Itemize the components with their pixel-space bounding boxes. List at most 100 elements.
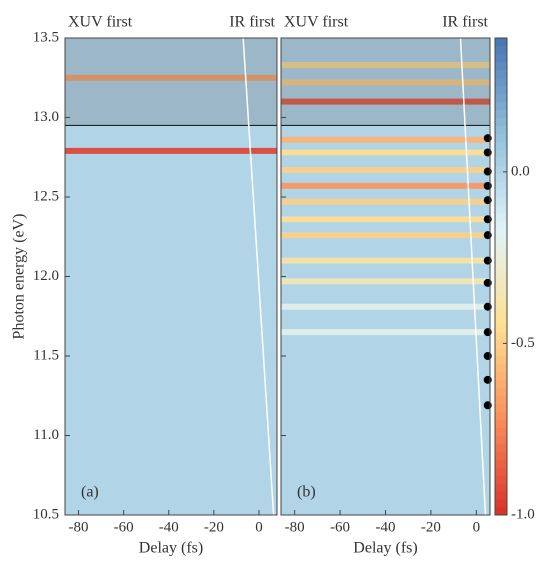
colorbar-segment: [495, 435, 507, 444]
x-tick-label: 0: [473, 519, 481, 535]
y-tick-label: 10.5: [33, 506, 59, 522]
spectral-line: [281, 303, 490, 310]
colorbar-segment: [495, 491, 507, 500]
colorbar-segment: [495, 149, 507, 158]
colorbar-segment: [495, 93, 507, 103]
spectral-line: [281, 329, 490, 336]
colorbar-segment: [495, 371, 507, 381]
y-tick-label: 13.5: [33, 29, 59, 45]
spectral-line: [281, 278, 490, 285]
spectral-line: [281, 232, 490, 239]
x-axis-label: Delay (fs): [139, 540, 203, 557]
colorbar-segment: [495, 69, 507, 79]
panel-label: (b): [297, 484, 316, 501]
spectral-line: [281, 79, 490, 86]
colorbar-segment: [495, 356, 507, 365]
marker: [483, 231, 492, 240]
colorbar-segment: [495, 45, 507, 55]
colorbar-segment: [495, 379, 507, 389]
y-tick-label: 11.0: [33, 427, 59, 443]
marker: [483, 148, 492, 157]
colorbar-segment: [495, 61, 507, 71]
spectral-line: [281, 182, 490, 189]
shaded-region: [65, 38, 277, 126]
x-tick-label: -60: [114, 519, 134, 535]
colorbar-segment: [495, 292, 507, 301]
colorbar-segment: [495, 173, 507, 182]
colorbar-segment: [495, 332, 507, 341]
y-tick-label: 12.5: [33, 188, 59, 204]
marker: [483, 215, 492, 224]
shaded-region: [281, 38, 490, 126]
marker: [483, 352, 492, 360]
colorbar-segment: [495, 475, 507, 484]
colorbar-segment: [495, 483, 507, 492]
colorbar-segment: [495, 395, 507, 405]
spectral-line: [281, 62, 490, 69]
marker: [483, 278, 492, 287]
colorbar-frame: [494, 37, 508, 516]
colorbar-segment: [495, 125, 507, 134]
x-axis-label: Delay (fs): [353, 540, 417, 557]
colorbar-segment: [495, 38, 507, 47]
colorbar-segment: [495, 419, 507, 429]
marker: [483, 196, 492, 205]
spectral-line: [281, 136, 490, 143]
marker: [483, 302, 492, 311]
ir-line: [242, 37, 275, 516]
y-tick-label: 12.0: [33, 268, 59, 284]
annotation: XUV first: [68, 14, 133, 31]
colorbar-segment: [495, 276, 507, 285]
marker: [483, 328, 492, 337]
annotation: IR first: [229, 14, 275, 31]
colorbar-segment: [495, 260, 507, 270]
colorbar-segment: [495, 316, 507, 325]
colorbar-segment: [495, 252, 507, 262]
colorbar-segment: [495, 308, 507, 317]
colorbar-segment: [495, 244, 507, 254]
colorbar-segment: [495, 220, 507, 230]
colorbar-segment: [495, 363, 507, 373]
colorbar-segment: [495, 268, 507, 277]
y-axis-label: Photon energy (eV): [11, 214, 28, 340]
marker: [483, 181, 492, 190]
y-tick-label: 11.5: [33, 347, 59, 363]
heatmap-background: [65, 38, 277, 515]
x-tick-label: -80: [285, 519, 305, 535]
marker: [483, 167, 492, 176]
spectral-line: [281, 216, 490, 223]
y-tick-label: 13.0: [33, 109, 59, 125]
colorbar-segment: [495, 411, 507, 421]
marker: [483, 134, 492, 143]
x-tick-label: 0: [255, 519, 263, 535]
colorbar-segment: [495, 189, 507, 198]
spectral-line: [281, 166, 490, 173]
colorbar-segment: [495, 499, 507, 508]
colorbar-segment: [495, 507, 507, 516]
marker: [483, 256, 492, 265]
x-tick-label: -80: [69, 519, 89, 535]
colorbar-tick-label: 0.0: [511, 163, 530, 179]
x-tick-label: -40: [376, 519, 396, 535]
colorbar-segment: [495, 387, 507, 397]
colorbar-tick-label: -1.0: [511, 506, 535, 522]
colorbar-segment: [495, 141, 507, 150]
x-tick-label: -40: [159, 519, 179, 535]
colorbar-segment: [495, 157, 507, 166]
x-tick-label: -20: [204, 519, 224, 535]
colorbar-segment: [495, 133, 507, 142]
colorbar-segment: [495, 300, 507, 309]
colorbar-segment: [495, 459, 507, 468]
spectral-line: [281, 198, 490, 205]
heatmap-background: [281, 38, 490, 515]
annotation: IR first: [442, 14, 488, 31]
colorbar-segment: [495, 101, 507, 111]
colorbar-segment: [495, 85, 507, 95]
colorbar-segment: [495, 467, 507, 476]
panel-label: (a): [81, 484, 99, 501]
spectral-line: [281, 98, 490, 105]
colorbar-segment: [495, 427, 507, 436]
annotation: XUV first: [284, 14, 349, 31]
colorbar-segment: [495, 181, 507, 190]
